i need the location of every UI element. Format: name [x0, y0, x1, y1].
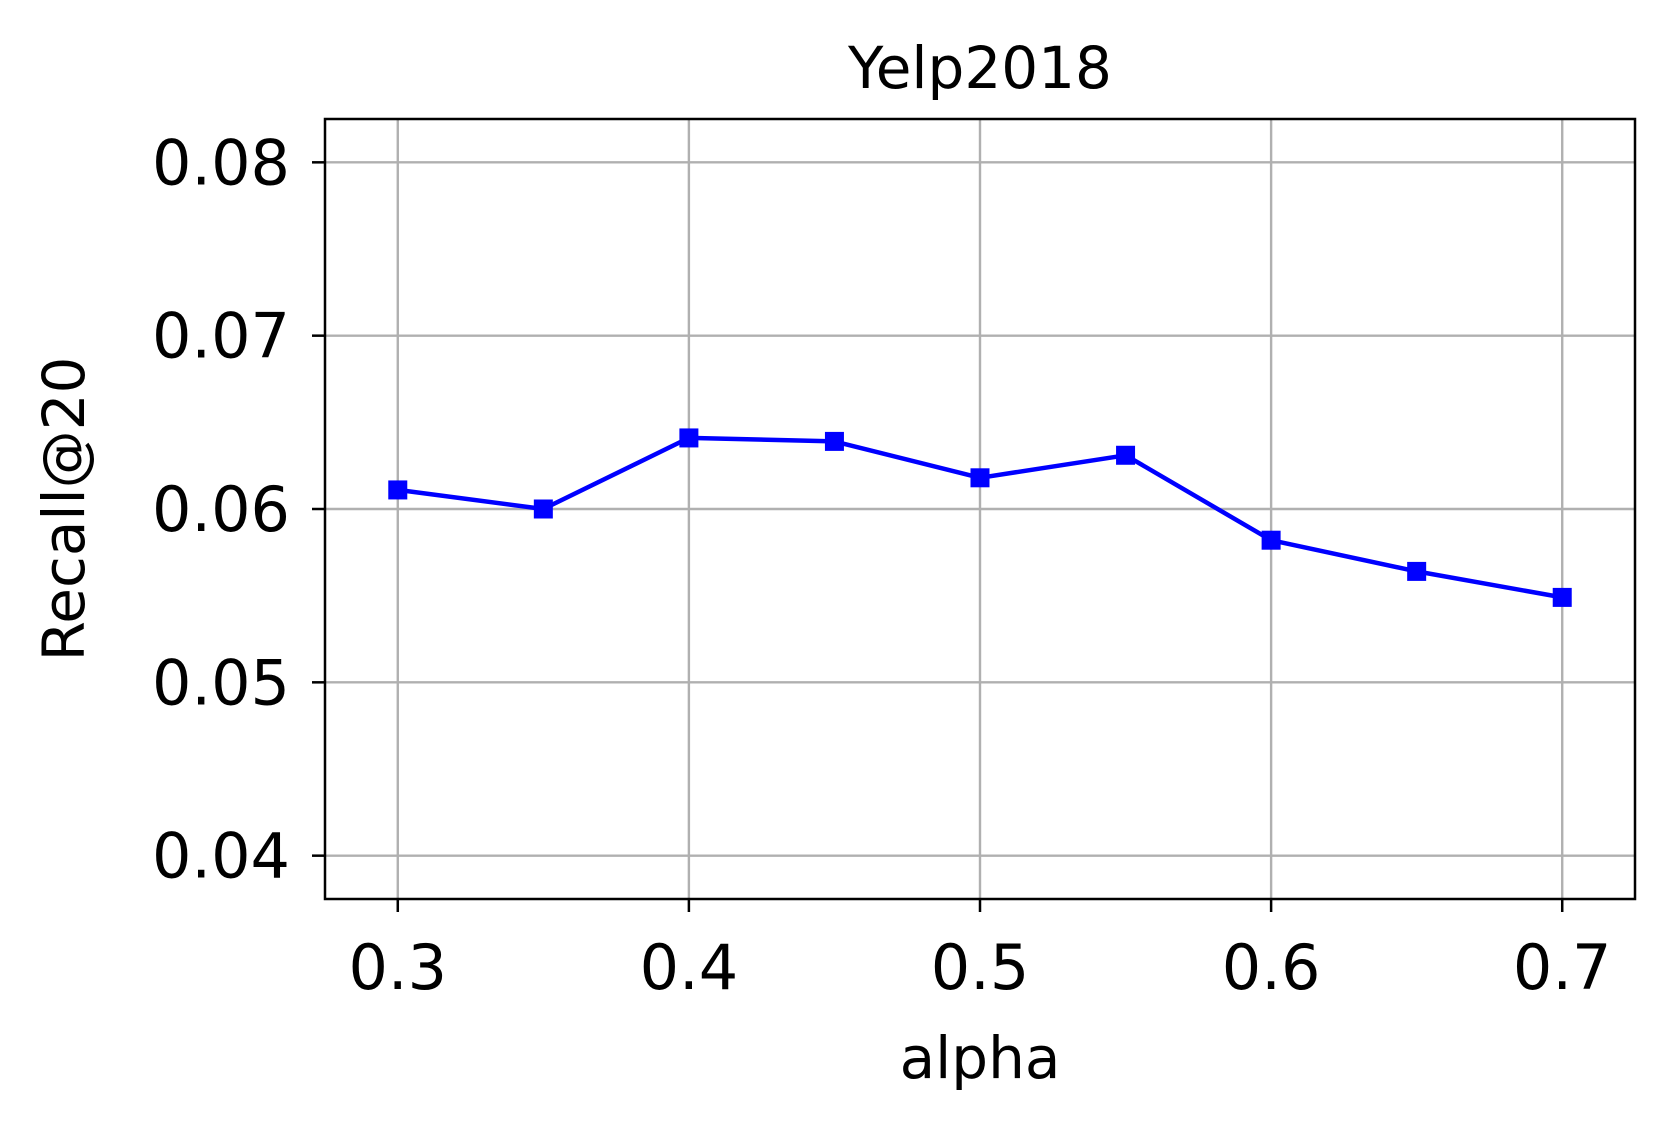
y-tick-labels: 0.04 0.05 0.06 0.07 0.08	[152, 126, 290, 892]
data-point-marker	[1261, 530, 1281, 550]
data-point-marker	[679, 428, 699, 448]
x-tick-labels: 0.3 0.4 0.5 0.6 0.7	[348, 931, 1611, 1004]
x-axis-label: alpha	[900, 1024, 1061, 1092]
data-markers	[388, 428, 1572, 607]
data-point-marker	[970, 468, 990, 488]
y-tick-label: 0.07	[152, 300, 290, 373]
x-tick-label: 0.6	[1222, 931, 1321, 1004]
x-tick-label: 0.3	[348, 931, 447, 1004]
y-tick-label: 0.08	[152, 126, 290, 199]
data-point-marker	[1116, 445, 1136, 465]
x-tick-label: 0.4	[640, 931, 739, 1004]
y-tick-label: 0.04	[152, 820, 290, 893]
chart-title: Yelp2018	[847, 34, 1112, 102]
y-tick-label: 0.05	[152, 646, 290, 719]
data-point-marker	[388, 480, 408, 500]
data-point-marker	[1552, 587, 1572, 607]
data-point-marker	[1407, 561, 1427, 581]
y-tick-label: 0.06	[152, 473, 290, 546]
x-tick-label: 0.7	[1513, 931, 1612, 1004]
data-point-marker	[533, 499, 553, 519]
data-point-marker	[824, 431, 844, 451]
x-tick-label: 0.5	[931, 931, 1030, 1004]
axis-ticks	[312, 161, 1564, 912]
y-axis-label: Recall@20	[30, 357, 98, 662]
